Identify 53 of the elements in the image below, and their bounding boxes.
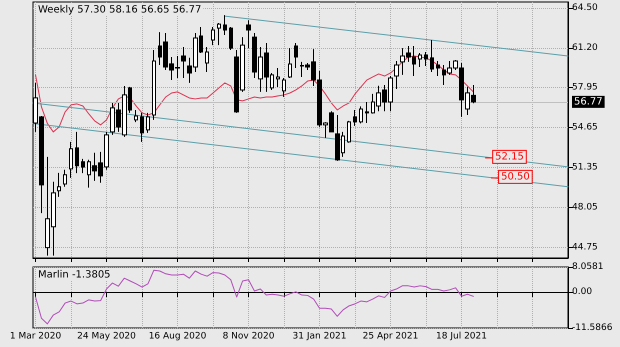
candlestick — [246, 20, 251, 49]
candlestick — [359, 106, 363, 124]
annotation: 52.15 — [495, 151, 524, 162]
candlestick — [152, 50, 156, 120]
y-tick-label: -11.5866 — [572, 323, 613, 333]
y-tick-label: 61.20 — [572, 43, 598, 54]
y-tick-label: 51.35 — [572, 162, 598, 173]
candlestick — [276, 68, 280, 88]
candlestick — [353, 109, 357, 126]
candlestick — [347, 120, 351, 144]
x-tick-label: 31 Jan 2021 — [292, 332, 346, 342]
y-tick-label: 8.0581 — [572, 262, 604, 272]
candlestick — [430, 39, 434, 73]
candlestick — [217, 22, 221, 46]
y-tick-label: 44.75 — [572, 242, 598, 253]
y-tick-label: 64.50 — [572, 3, 598, 14]
candlestick — [205, 46, 209, 73]
candlestick — [288, 48, 292, 78]
candlestick — [134, 109, 138, 123]
candlestick — [69, 141, 73, 178]
candlestick — [229, 26, 233, 51]
line-series — [35, 270, 474, 324]
y-tick-label: 57.95 — [572, 82, 598, 93]
candlestick — [57, 172, 61, 198]
ref-line-label: 56.77 — [574, 96, 603, 108]
candlestick — [365, 101, 369, 124]
y-tick-label: 48.05 — [572, 202, 598, 213]
x-tick-label: 16 Aug 2020 — [148, 332, 207, 342]
candlestick — [75, 131, 79, 174]
candlestick — [294, 42, 298, 68]
x-tick-label: 8 Nov 2020 — [222, 332, 275, 342]
candlestick — [146, 112, 150, 134]
y-tick-label: 54.65 — [572, 122, 598, 133]
chart-title: Weekly 57.30 58.16 56.65 56.77 — [38, 4, 202, 16]
x-tick-label: 18 Jul 2021 — [436, 332, 487, 342]
candlestick — [223, 14, 227, 36]
candlestick — [418, 52, 422, 68]
candlestick — [181, 46, 186, 78]
candlestick — [436, 60, 440, 77]
candlestick — [81, 158, 85, 174]
candlestick — [282, 77, 286, 98]
y-tick-label: 0.00 — [572, 287, 592, 298]
x-tick-label: 25 Apr 2021 — [362, 332, 418, 342]
x-tick-label: 1 Mar 2020 — [10, 332, 62, 342]
line-series — [35, 55, 474, 132]
candlestick — [424, 51, 428, 66]
annotation: 50.50 — [501, 171, 530, 182]
candlestick — [394, 60, 399, 90]
candlestick — [211, 26, 215, 46]
x-tick-label: 24 May 2020 — [77, 332, 136, 342]
candlestick — [63, 169, 67, 188]
chart-title: Marlin -1.3805 — [38, 270, 111, 280]
candlestick — [140, 112, 144, 142]
